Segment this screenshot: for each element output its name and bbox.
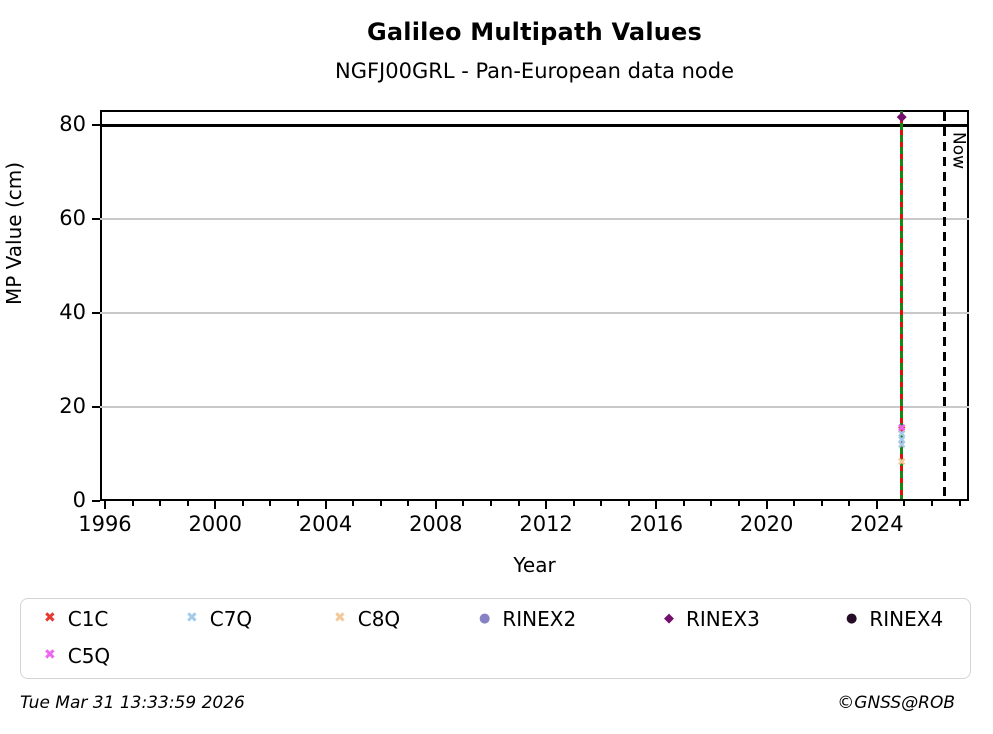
rinex4-legend-marker-icon: ● bbox=[846, 610, 858, 626]
x-tick bbox=[407, 501, 410, 506]
legend-item-c7q: ✖ C7Q bbox=[186, 607, 252, 631]
x-tick bbox=[241, 501, 244, 506]
rinex3-marker: ◆ bbox=[896, 109, 907, 125]
legend-label: C5Q bbox=[67, 644, 111, 668]
c7q-marker: ✖ bbox=[897, 427, 907, 441]
legend-label: C7Q bbox=[209, 607, 253, 631]
gridline bbox=[100, 312, 969, 314]
x-tick-label: 2008 bbox=[409, 512, 463, 536]
x-tick bbox=[214, 501, 217, 509]
c8q-marker: ✖ bbox=[897, 455, 907, 469]
x-tick bbox=[352, 501, 355, 506]
y-tick bbox=[92, 218, 100, 221]
c7q-marker: ✖ bbox=[897, 438, 907, 452]
x-tick bbox=[875, 501, 878, 509]
x-tick bbox=[186, 501, 189, 506]
y-tick bbox=[92, 500, 100, 502]
x-tick bbox=[655, 501, 658, 509]
c7q-legend-marker-icon: ✖ bbox=[186, 610, 198, 626]
x-tick bbox=[682, 501, 685, 506]
x-axis-label: Year bbox=[513, 553, 556, 577]
x-tick-label: 2024 bbox=[850, 512, 904, 536]
x-tick bbox=[903, 501, 906, 506]
x-tick bbox=[159, 501, 162, 506]
legend-label: RINEX4 bbox=[869, 607, 944, 631]
c1c-legend-marker-icon: ✖ bbox=[44, 610, 56, 626]
c5q-marker: ✖ bbox=[897, 421, 907, 435]
x-tick bbox=[269, 501, 272, 506]
legend-label: RINEX3 bbox=[686, 607, 760, 631]
footer-timestamp: Tue Mar 31 13:33:59 2026 bbox=[20, 693, 245, 713]
x-tick bbox=[765, 501, 768, 509]
y-tick-label: 80 bbox=[59, 112, 86, 137]
c1c-marker: ✖ bbox=[897, 423, 907, 437]
x-tick bbox=[600, 501, 603, 506]
legend-item-c1c: ✖ C1C bbox=[44, 607, 108, 631]
x-tick bbox=[462, 501, 465, 506]
rinex3-legend-marker-icon: ◆ bbox=[664, 610, 674, 626]
y-axis-label: MP Value (cm) bbox=[2, 161, 26, 305]
plot-area bbox=[100, 110, 969, 501]
y-tick-label: 60 bbox=[59, 206, 86, 231]
now-label: Now bbox=[948, 132, 969, 170]
y-tick-label: 40 bbox=[59, 300, 86, 325]
x-tick-label: 2000 bbox=[188, 512, 242, 536]
x-tick bbox=[131, 501, 134, 506]
x-tick bbox=[434, 501, 437, 509]
x-tick bbox=[103, 501, 106, 509]
y-tick-label: 20 bbox=[59, 394, 86, 418]
x-tick-label: 1996 bbox=[78, 512, 132, 536]
legend-item-c8q: ✖ C8Q bbox=[334, 607, 400, 631]
x-tick bbox=[379, 501, 382, 506]
x-tick bbox=[793, 501, 796, 506]
legend: ✖ C1C ✖ C7Q ✖ C8Q ● RINEX2 ◆ RINEX3 ● RINEX4 ✖ C5Q bbox=[20, 598, 971, 679]
legend-label: C1C bbox=[67, 607, 109, 631]
x-tick bbox=[324, 501, 327, 509]
x-tick bbox=[738, 501, 741, 506]
x-tick-label: 2012 bbox=[519, 512, 573, 536]
c5q-legend-marker-icon: ✖ bbox=[44, 647, 56, 663]
x-tick bbox=[296, 501, 299, 506]
x-tick bbox=[489, 501, 492, 506]
legend-item-c5q: ✖ C5Q bbox=[44, 644, 110, 668]
now-vline bbox=[943, 112, 946, 499]
legend-label: C8Q bbox=[357, 607, 401, 631]
legend-item-rinex4: ● RINEX4 bbox=[846, 607, 943, 631]
footer-copyright: ©GNSS@ROB bbox=[837, 693, 955, 713]
gridline bbox=[100, 218, 969, 220]
x-tick-label: 2016 bbox=[629, 512, 684, 536]
x-tick bbox=[517, 501, 520, 506]
x-tick bbox=[627, 501, 630, 506]
x-tick bbox=[710, 501, 713, 506]
rinex2-legend-marker-icon: ● bbox=[479, 610, 491, 626]
legend-item-rinex2: ● RINEX2 bbox=[479, 607, 576, 631]
legend-item-rinex3: ◆ RINEX3 bbox=[664, 607, 760, 631]
y-tick bbox=[92, 312, 100, 315]
legend-label: RINEX2 bbox=[502, 607, 577, 631]
x-tick bbox=[958, 501, 961, 506]
x-tick bbox=[545, 501, 548, 509]
y-tick bbox=[92, 406, 100, 408]
x-tick bbox=[820, 501, 823, 506]
x-tick bbox=[931, 501, 934, 506]
c7q-marker: ✖ bbox=[897, 433, 907, 447]
gridline bbox=[100, 406, 969, 408]
x-tick bbox=[848, 501, 851, 506]
chart-title: Galileo Multipath Values bbox=[366, 18, 702, 46]
x-tick-label: 2020 bbox=[739, 512, 794, 536]
x-tick bbox=[572, 501, 575, 506]
data-vline bbox=[900, 111, 904, 499]
y-tick bbox=[92, 124, 100, 127]
y-tick-label: 0 bbox=[72, 488, 86, 512]
x-tick-label: 2004 bbox=[298, 512, 353, 536]
threshold-line bbox=[100, 123, 969, 127]
c8q-legend-marker-icon: ✖ bbox=[334, 610, 346, 626]
chart-subtitle: NGFJ00GRL - Pan-European data node bbox=[334, 59, 735, 83]
